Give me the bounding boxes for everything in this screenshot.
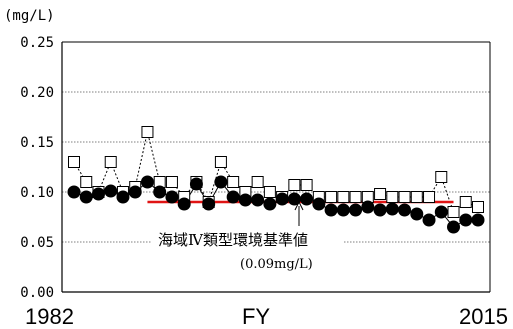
filled-circle-point: [202, 197, 216, 211]
filled-circle-point: [312, 197, 326, 211]
filled-circle-point: [189, 177, 203, 191]
filled-circle-point: [361, 200, 375, 214]
filled-circle-point: [447, 220, 461, 234]
y-tick-label: 0.20: [20, 85, 54, 101]
open-square-point: [263, 186, 276, 198]
reference-value-label: (0.09mg/L): [240, 257, 313, 272]
axes: [61, 41, 491, 293]
open-square-point: [80, 176, 93, 188]
x-start-label: 1982: [25, 304, 74, 329]
open-square-point: [104, 156, 117, 168]
open-square-point: [251, 176, 264, 188]
filled-circle-point: [238, 193, 252, 207]
filled-circle-point: [263, 197, 277, 211]
filled-circle-point: [128, 185, 142, 199]
filled-circle-point: [398, 203, 412, 217]
filled-circle-point: [349, 203, 363, 217]
open-square-point: [472, 201, 484, 213]
filled-circle-point: [67, 185, 81, 199]
open-square-point: [141, 126, 154, 138]
filled-circle-point: [373, 203, 387, 217]
filled-circle-point: [471, 213, 485, 227]
unit-label: (mg/L): [4, 8, 55, 24]
y-tick-labels: 0.00 0.05 0.10 0.15 0.20 0.25: [20, 35, 54, 301]
open-square-point: [214, 156, 227, 168]
filled-circle-point: [251, 193, 265, 207]
open-square-point: [459, 196, 472, 208]
open-square-point: [349, 191, 362, 203]
filled-circle-point: [153, 185, 167, 199]
series-0-line: [73, 131, 479, 213]
open-square-point: [374, 188, 387, 200]
open-square-point: [435, 171, 448, 183]
y-tick-label: 0.00: [20, 285, 54, 301]
reference-label-backdrop: [152, 226, 344, 272]
filled-circle-point: [459, 213, 473, 227]
filled-circle-point: [104, 184, 118, 198]
y-tick-label: 0.10: [20, 185, 54, 201]
filled-circle-point: [287, 192, 301, 206]
filled-circle-point: [226, 190, 240, 204]
open-square-point: [447, 206, 460, 218]
open-square-point: [227, 176, 240, 188]
filled-circle-point: [165, 190, 179, 204]
open-square-point: [68, 156, 80, 168]
open-square-point: [288, 179, 301, 191]
open-square-point: [165, 176, 178, 188]
open-square-point: [337, 191, 350, 203]
filled-circle-point: [91, 187, 105, 201]
filled-circle-point: [214, 175, 228, 189]
filled-circle-point: [434, 205, 448, 219]
series-markers: [67, 126, 485, 234]
filled-circle-point: [324, 203, 338, 217]
y-tick-label: 0.15: [20, 135, 54, 151]
filled-circle-point: [385, 202, 399, 216]
reference-line-label: 海域Ⅳ類型環境基準値: [158, 231, 308, 249]
filled-circle-point: [116, 190, 130, 204]
y-tick-label: 0.25: [20, 35, 54, 51]
filled-circle-point: [275, 192, 289, 206]
reference-label-arrowhead: [294, 200, 304, 211]
open-square-point: [300, 179, 313, 191]
filled-circle-point: [79, 190, 93, 204]
y-tick-label: 0.05: [20, 235, 54, 251]
filled-circle-point: [140, 175, 154, 189]
open-square-point: [410, 191, 423, 203]
filled-circle-point: [422, 213, 436, 227]
x-end-label: 2015: [459, 304, 508, 329]
filled-circle-point: [177, 197, 191, 211]
open-square-point: [325, 191, 338, 203]
open-square-point: [398, 191, 411, 203]
open-square-point: [386, 191, 399, 203]
filled-circle-point: [336, 203, 350, 217]
filled-circle-point: [300, 192, 314, 206]
open-square-point: [423, 191, 436, 203]
x-axis-label: FY: [242, 304, 270, 329]
filled-circle-point: [410, 207, 424, 221]
